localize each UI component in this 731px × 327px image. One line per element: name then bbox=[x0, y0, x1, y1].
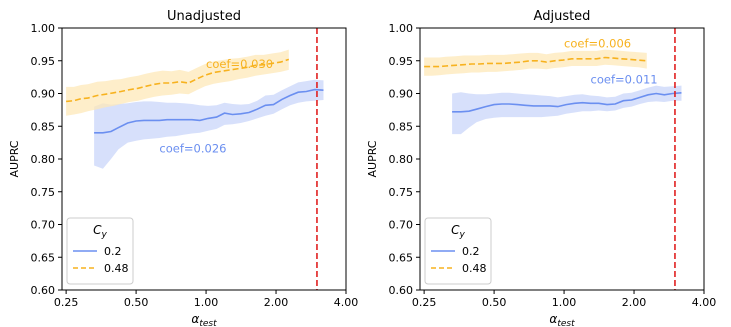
x-axis-label: αtest bbox=[191, 312, 217, 327]
x-tick-label: 0.50 bbox=[124, 296, 149, 309]
y-tick-label: 0.60 bbox=[389, 284, 414, 297]
series-line-0.2 bbox=[452, 92, 682, 113]
y-tick-label: 0.80 bbox=[389, 153, 414, 166]
y-tick-label: 1.00 bbox=[31, 22, 56, 35]
annotation-0.48: coef=0.006 bbox=[564, 37, 631, 51]
y-tick-label: 0.75 bbox=[31, 186, 56, 199]
annotation-0.2: coef=0.011 bbox=[591, 73, 658, 87]
x-tick-label: 0.25 bbox=[412, 296, 437, 309]
y-tick-label: 0.90 bbox=[31, 88, 56, 101]
x-tick-label: 1.00 bbox=[194, 296, 219, 309]
y-tick-label: 0.90 bbox=[389, 88, 414, 101]
y-tick-label: 0.75 bbox=[389, 186, 414, 199]
chart-panel-2: coef=0.011 coef=0.006 0.60 0.65 0.70 0.75 0.80… bbox=[366, 9, 716, 327]
x-tick-label: 2.00 bbox=[264, 296, 289, 309]
confidence-band-0.48 bbox=[424, 49, 647, 76]
legend-label-0.2: 0.2 bbox=[104, 245, 122, 258]
series-line-0.48 bbox=[424, 56, 647, 68]
legend-label-0.48: 0.48 bbox=[104, 262, 129, 275]
legend-title: Cy bbox=[93, 223, 107, 240]
x-tick-label: 4.00 bbox=[692, 296, 717, 309]
legend-title-subscript: y bbox=[459, 230, 466, 240]
x-tick-label: 0.25 bbox=[54, 296, 79, 309]
series-line-0.48 bbox=[66, 58, 290, 103]
x-axis-label-subscript: test bbox=[557, 319, 575, 327]
y-tick-label: 0.80 bbox=[31, 153, 56, 166]
x-axis-label-subscript: test bbox=[199, 319, 217, 327]
x-axis-label-main: α bbox=[549, 312, 557, 326]
y-tick-label: 0.85 bbox=[31, 120, 56, 133]
y-axis-label: AUPRC bbox=[8, 140, 21, 177]
y-tick-label: 0.60 bbox=[31, 284, 56, 297]
confidence-band-0.2 bbox=[94, 79, 324, 169]
x-tick-label: 1.00 bbox=[552, 296, 577, 309]
y-tick-label: 0.95 bbox=[31, 55, 56, 68]
annotation-0.2: coef=0.026 bbox=[159, 141, 226, 155]
series-line-0.2 bbox=[94, 88, 324, 134]
legend: Cy 0.2 0.48 bbox=[424, 217, 492, 285]
x-tick-label: 4.00 bbox=[334, 296, 359, 309]
chart-title: Unadjusted bbox=[167, 9, 241, 24]
legend-title-subscript: y bbox=[101, 230, 108, 240]
chart-panel-1: coef=0.026 coef=0.030 0.60 0.65 0.70 0.75 0.80… bbox=[8, 9, 358, 327]
legend-label-0.48: 0.48 bbox=[462, 262, 487, 275]
x-axis-label-main: α bbox=[191, 312, 199, 326]
y-tick-label: 0.65 bbox=[389, 251, 414, 264]
legend-title-main: C bbox=[93, 223, 102, 237]
legend: Cy 0.2 0.48 bbox=[66, 217, 134, 285]
y-tick-label: 0.65 bbox=[31, 251, 56, 264]
plot-area bbox=[66, 28, 324, 290]
x-tick-label: 2.00 bbox=[622, 296, 647, 309]
y-tick-label: 1.00 bbox=[389, 22, 414, 35]
annotation-0.48: coef=0.030 bbox=[206, 57, 273, 71]
confidence-band-0.2 bbox=[452, 85, 682, 135]
y-tick-label: 0.85 bbox=[389, 120, 414, 133]
plot-area bbox=[424, 28, 682, 290]
legend-label-0.2: 0.2 bbox=[462, 245, 480, 258]
y-axis-label: AUPRC bbox=[366, 140, 379, 177]
y-tick-label: 0.70 bbox=[389, 219, 414, 232]
y-tick-label: 0.70 bbox=[31, 219, 56, 232]
legend-title-main: C bbox=[451, 223, 460, 237]
y-tick-label: 0.95 bbox=[389, 55, 414, 68]
legend-title: Cy bbox=[451, 223, 465, 240]
chart-title: Adjusted bbox=[534, 9, 591, 24]
x-tick-label: 0.50 bbox=[482, 296, 507, 309]
x-axis-label: αtest bbox=[549, 312, 575, 327]
